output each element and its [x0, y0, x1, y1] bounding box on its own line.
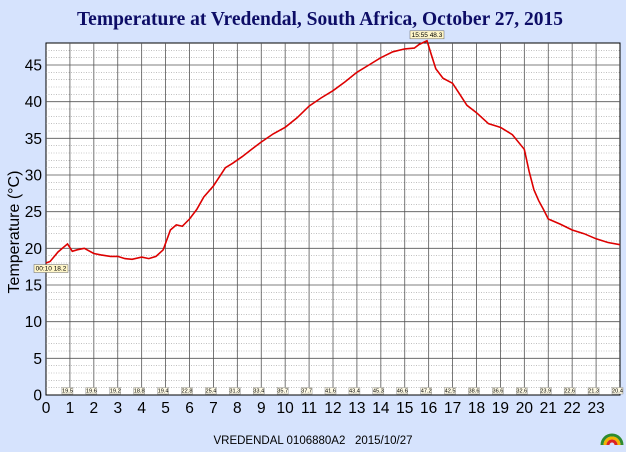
hourly-label: 25.4 — [205, 387, 217, 395]
svg-text:18.8: 18.8 — [134, 389, 145, 395]
svg-text:21.3: 21.3 — [588, 389, 599, 395]
x-tick-label: 14 — [372, 400, 390, 417]
hourly-label: 36.6 — [492, 387, 504, 395]
svg-text:42.5: 42.5 — [445, 389, 456, 395]
x-tick-label: 11 — [301, 400, 317, 417]
y-tick-label: 20 — [25, 241, 43, 258]
svg-text:33.4: 33.4 — [253, 389, 264, 395]
svg-text:45.3: 45.3 — [373, 389, 384, 395]
hourly-value-labels: 19.5 19.6 19.2 18.8 19.4 22.8 25.4 31.3 33.4 35.7… — [61, 387, 624, 395]
svg-text:22.6: 22.6 — [564, 389, 575, 395]
x-tick-label: 8 — [233, 400, 242, 417]
svg-text:46.6: 46.6 — [397, 389, 408, 395]
x-tick-label: 16 — [420, 400, 437, 417]
hourly-label: 38.6 — [468, 387, 480, 395]
svg-text:00:10 18.2: 00:10 18.2 — [36, 266, 67, 273]
svg-text:22.8: 22.8 — [182, 389, 193, 395]
hourly-label: 32.6 — [516, 387, 528, 395]
hourly-label: 31.3 — [229, 387, 241, 395]
y-tick-label: 0 — [33, 388, 42, 405]
hourly-label: 21.3 — [587, 387, 600, 395]
x-tick-label: 6 — [185, 400, 194, 417]
hourly-label: 41.6 — [324, 387, 337, 395]
major-grid — [46, 43, 620, 395]
hourly-label: 23.9 — [540, 387, 552, 395]
svg-text:43.4: 43.4 — [349, 389, 360, 395]
chart-title: Temperature at Vredendal, South Africa, … — [77, 9, 563, 30]
y-tick-label: 25 — [25, 204, 42, 221]
x-tick-label: 13 — [348, 400, 365, 417]
svg-text:19.5: 19.5 — [62, 389, 73, 395]
svg-text:41.6: 41.6 — [325, 389, 336, 395]
hourly-label: 19.5 — [61, 387, 74, 395]
hourly-label: 42.5 — [444, 387, 456, 395]
svg-text:15:55 48.3: 15:55 48.3 — [412, 32, 443, 39]
x-tick-label: 2 — [90, 400, 99, 417]
x-tick-label: 17 — [444, 400, 461, 417]
y-tick-label: 35 — [25, 131, 42, 148]
x-tick-label: 20 — [516, 400, 534, 417]
hourly-label: 47.2 — [420, 387, 432, 395]
x-axis-ticks: 0 1 2 3 4 5 6 7 8 9 10 11 12 13 14 15 16 17 18 19 20 21 22 23 — [42, 400, 605, 417]
x-tick-label: 5 — [161, 400, 170, 417]
x-tick-label: 10 — [277, 400, 295, 417]
y-tick-label: 30 — [25, 168, 43, 185]
svg-text:23.9: 23.9 — [540, 389, 551, 395]
svg-text:35.7: 35.7 — [277, 389, 288, 395]
y-tick-label: 15 — [25, 278, 42, 295]
hourly-label: 46.6 — [396, 387, 408, 395]
x-tick-label: 15 — [396, 400, 413, 417]
hourly-label: 43.4 — [348, 387, 361, 395]
footer-text: VREDENDAL 0106880A2 2015/10/27 — [213, 435, 412, 447]
svg-text:36.6: 36.6 — [492, 389, 503, 395]
x-tick-label: 9 — [257, 400, 266, 417]
y-axis-ticks: 0 5 10 15 20 25 30 35 40 45 — [25, 58, 43, 405]
y-tick-label: 5 — [33, 351, 42, 368]
svg-text:19.6: 19.6 — [86, 389, 97, 395]
svg-text:19.2: 19.2 — [110, 389, 121, 395]
sunburst-logo-icon — [600, 433, 624, 446]
x-tick-label: 23 — [587, 400, 604, 417]
x-tick-label: 4 — [137, 400, 146, 417]
svg-text:20.4: 20.4 — [612, 389, 623, 395]
x-tick-label: 3 — [113, 400, 122, 417]
svg-text:25.4: 25.4 — [205, 389, 216, 395]
annotation-label: 15:55 48.3 — [409, 30, 445, 40]
svg-text:31.3: 31.3 — [229, 389, 240, 395]
y-tick-label: 40 — [25, 94, 43, 111]
y-tick-label: 45 — [25, 58, 42, 75]
x-tick-label: 7 — [209, 400, 218, 417]
hourly-label: 19.6 — [85, 387, 98, 395]
annotations: 00:10 18.2 15:55 48.3 — [33, 30, 445, 273]
hourly-label: 19.2 — [109, 387, 121, 395]
x-tick-label: 18 — [468, 400, 485, 417]
svg-text:32.6: 32.6 — [516, 389, 527, 395]
hourly-label: 35.7 — [276, 387, 289, 395]
x-tick-label: 12 — [324, 400, 341, 417]
x-tick-label: 21 — [540, 400, 557, 417]
y-axis-label: Temperature (°C) — [6, 171, 23, 294]
svg-text:38.6: 38.6 — [469, 389, 480, 395]
annotation-label: 00:10 18.2 — [33, 264, 69, 273]
y-tick-label: 10 — [25, 314, 43, 331]
svg-text:47.2: 47.2 — [421, 389, 432, 395]
temperature-series-line — [45, 39, 621, 264]
x-tick-label: 1 — [66, 400, 75, 417]
x-tick-label: 0 — [42, 400, 51, 417]
hourly-label: 19.4 — [157, 387, 169, 395]
hourly-label: 37.7 — [300, 387, 313, 395]
hourly-label: 22.6 — [563, 387, 576, 395]
hourly-label: 20.4 — [611, 387, 624, 395]
hourly-label: 33.4 — [253, 387, 265, 395]
x-tick-label: 19 — [492, 400, 509, 417]
svg-text:19.4: 19.4 — [158, 389, 169, 395]
hourly-label: 45.3 — [372, 387, 385, 395]
x-tick-label: 22 — [564, 400, 581, 417]
svg-text:37.7: 37.7 — [301, 389, 312, 395]
hourly-label: 22.8 — [181, 387, 193, 395]
hourly-label: 18.8 — [133, 387, 145, 395]
